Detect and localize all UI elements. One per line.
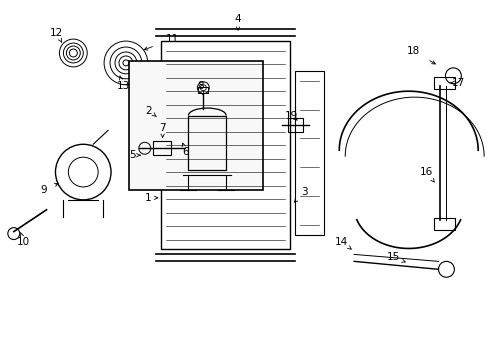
Text: 8: 8 — [197, 81, 203, 91]
Text: 17: 17 — [451, 78, 464, 88]
Text: 12: 12 — [50, 28, 63, 38]
Bar — [129, 61, 263, 190]
Text: 5: 5 — [129, 150, 136, 160]
Text: 16: 16 — [419, 167, 432, 177]
Text: 6: 6 — [182, 147, 188, 157]
Text: 15: 15 — [386, 252, 400, 262]
Text: 9: 9 — [40, 185, 47, 195]
Text: 7: 7 — [159, 123, 165, 134]
Text: 18: 18 — [406, 46, 420, 56]
Bar — [161, 41, 289, 249]
Text: 13: 13 — [116, 81, 129, 91]
Bar — [433, 218, 454, 230]
Bar — [433, 77, 454, 89]
Text: 14: 14 — [334, 237, 347, 247]
Bar — [287, 118, 302, 132]
Bar — [152, 141, 170, 155]
Bar — [198, 87, 208, 93]
Bar — [188, 116, 225, 170]
Text: 10: 10 — [17, 237, 30, 247]
Text: 11: 11 — [165, 34, 179, 44]
Text: 3: 3 — [301, 187, 307, 197]
Text: 1: 1 — [144, 193, 151, 203]
Text: 2: 2 — [145, 105, 152, 116]
Text: 4: 4 — [234, 14, 241, 24]
Text: 19: 19 — [285, 111, 298, 121]
